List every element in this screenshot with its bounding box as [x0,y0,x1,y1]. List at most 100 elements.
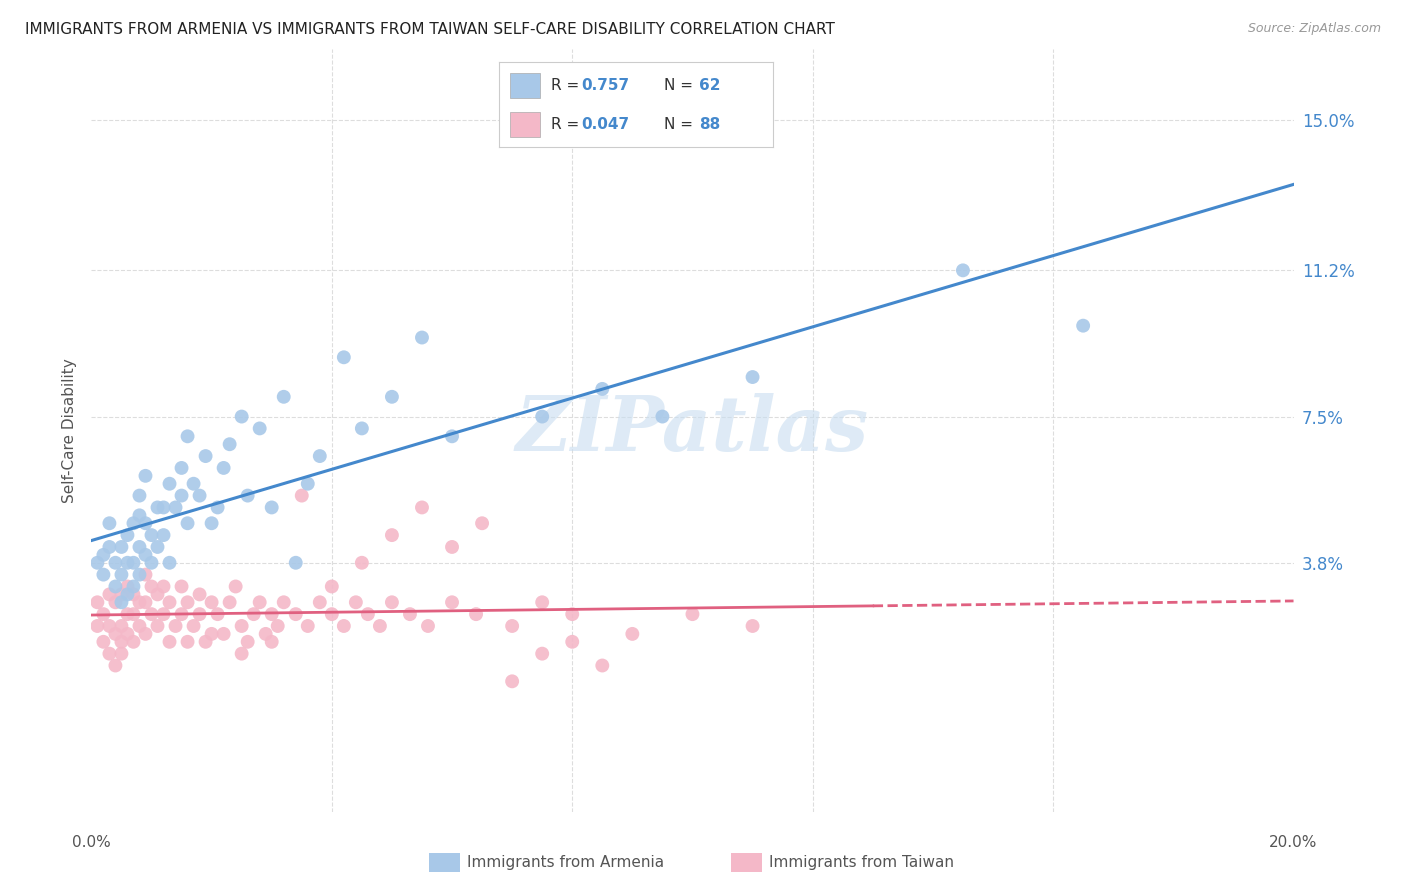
Point [440,540,463,554]
Point [146,500,169,515]
Point [122,587,145,601]
Point [86,556,108,570]
Point [159,595,181,609]
Point [321,579,343,593]
Point [86,595,108,609]
Point [561,635,583,649]
Point [381,390,404,404]
Point [176,429,198,443]
Point [561,607,583,621]
Point [236,635,259,649]
Text: Self-Care Disability: Self-Care Disability [62,358,77,503]
Point [284,556,307,570]
Point [242,607,264,621]
Point [188,607,211,621]
Point [117,528,139,542]
Point [333,351,356,365]
Point [231,409,253,424]
Point [128,619,150,633]
Point [284,607,307,621]
Point [122,516,145,531]
Point [297,619,319,633]
Point [183,476,205,491]
Point [159,556,181,570]
Point [110,635,132,649]
Point [368,619,391,633]
Point [207,607,229,621]
Point [254,627,277,641]
Text: IMMIGRANTS FROM ARMENIA VS IMMIGRANTS FROM TAIWAN SELF-CARE DISABILITY CORRELATI: IMMIGRANTS FROM ARMENIA VS IMMIGRANTS FR… [25,22,835,37]
Point [134,567,156,582]
Point [1071,318,1094,333]
Point [350,556,373,570]
Point [297,476,319,491]
Point [212,461,235,475]
Point [128,567,150,582]
Point [93,607,115,621]
Point [225,579,247,593]
Point [465,607,488,621]
Text: R =: R = [551,78,585,93]
Point [260,607,283,621]
Point [201,516,224,531]
Point [531,409,554,424]
Point [207,500,229,515]
Point [141,528,163,542]
Point [350,421,373,435]
Point [212,627,235,641]
Point [122,607,145,621]
Point [117,627,139,641]
Point [110,540,132,554]
Point [176,635,198,649]
Text: Immigrants from Armenia: Immigrants from Armenia [467,855,664,870]
Point [621,627,644,641]
Point [741,370,763,384]
Point [440,595,463,609]
Point [231,647,253,661]
Point [201,595,224,609]
Point [416,619,439,633]
Point [651,409,673,424]
Text: 20.0%: 20.0% [1270,836,1317,850]
Point [501,674,523,689]
Point [122,579,145,593]
Point [471,516,494,531]
Point [344,595,367,609]
Text: Immigrants from Taiwan: Immigrants from Taiwan [769,855,955,870]
Point [741,619,763,633]
Point [128,595,150,609]
Point [141,579,163,593]
Bar [510,112,540,137]
Point [104,627,127,641]
Point [681,607,703,621]
Point [128,489,150,503]
Point [260,635,283,649]
Point [236,489,259,503]
Point [267,619,290,633]
Point [159,635,181,649]
Point [134,595,156,609]
Point [591,658,613,673]
Text: 88: 88 [699,117,720,132]
Point [98,587,121,601]
Point [183,619,205,633]
Point [231,619,253,633]
Point [98,516,121,531]
Bar [510,72,540,98]
Point [273,390,295,404]
Point [122,635,145,649]
Point [165,619,187,633]
Point [152,500,174,515]
Point [381,595,404,609]
Point [218,437,240,451]
Point [104,556,127,570]
Point [170,579,193,593]
Point [128,540,150,554]
Point [93,548,115,562]
Text: 62: 62 [699,78,721,93]
Point [165,500,187,515]
Point [146,619,169,633]
Point [159,476,181,491]
Point [122,556,145,570]
Point [110,647,132,661]
